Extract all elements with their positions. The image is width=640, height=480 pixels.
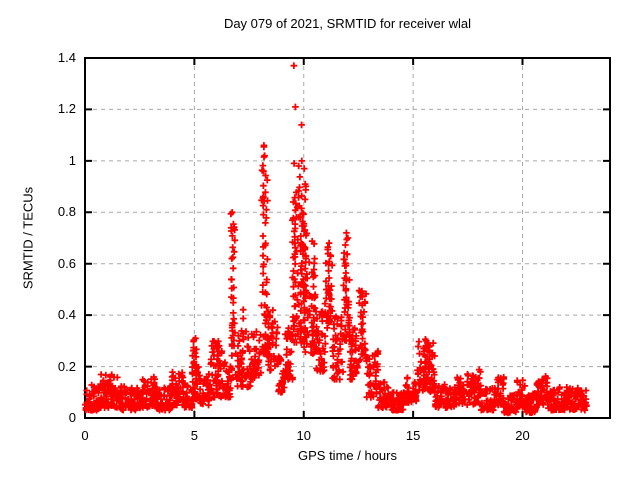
x-tick-label: 10 — [296, 428, 311, 443]
tick-marks — [84, 57, 610, 419]
y-tick-label: 0 — [68, 410, 76, 425]
y-tick-label: 1.2 — [57, 101, 76, 117]
y-tick-label: 0.8 — [57, 204, 76, 220]
plot-border — [84, 57, 611, 419]
x-tick-label: 0 — [81, 428, 89, 443]
y-tick-label: 0.2 — [57, 358, 76, 374]
grid-lines — [85, 58, 610, 418]
x-tick-label: 15 — [405, 428, 421, 443]
y-tick-label: 1 — [68, 152, 76, 168]
x-axis-label: GPS time / hours — [298, 448, 397, 463]
y-tick-label: 1.4 — [57, 50, 76, 65]
scatter-points — [82, 62, 590, 417]
y-tick-label: 0.6 — [57, 255, 76, 271]
x-tick-label: 5 — [190, 428, 198, 443]
chart-title: Day 079 of 2021, SRMTID for receiver wla… — [223, 16, 472, 31]
x-tick-label: 20 — [515, 428, 530, 443]
y-tick-label: 0.4 — [57, 307, 76, 323]
